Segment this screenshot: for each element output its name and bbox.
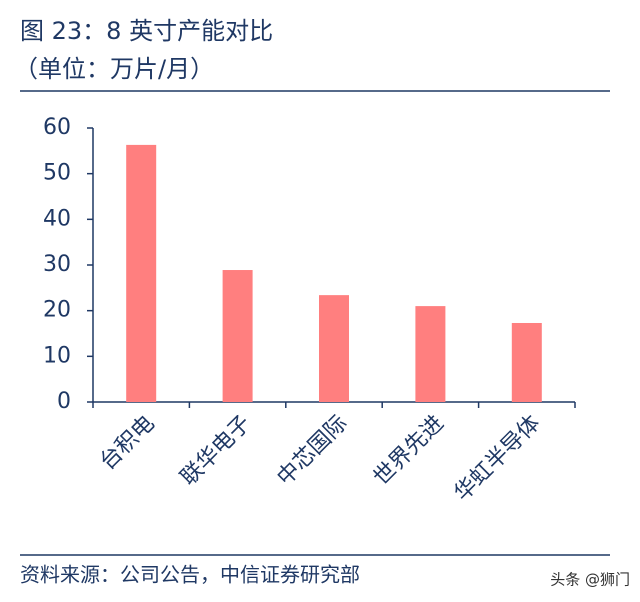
bar bbox=[415, 306, 446, 402]
y-tick-label: 50 bbox=[43, 161, 71, 186]
bar bbox=[126, 144, 157, 402]
bar bbox=[511, 322, 542, 402]
source-note: 资料来源：公司公告，中信证券研究部 bbox=[20, 563, 360, 587]
y-tick-label: 10 bbox=[43, 343, 71, 368]
bar bbox=[222, 270, 253, 402]
y-tick-label: 20 bbox=[43, 298, 71, 323]
y-tick-label: 60 bbox=[43, 115, 71, 140]
bar bbox=[319, 295, 349, 402]
chart-title: 图 23：8 英寸产能对比 bbox=[20, 17, 273, 45]
chart-subtitle: （单位：万片/月） bbox=[14, 55, 214, 83]
y-tick-label: 40 bbox=[43, 206, 71, 231]
y-tick-label: 0 bbox=[57, 389, 71, 414]
watermark: 头条 @狮门 bbox=[550, 571, 630, 589]
y-tick-label: 30 bbox=[43, 252, 71, 277]
